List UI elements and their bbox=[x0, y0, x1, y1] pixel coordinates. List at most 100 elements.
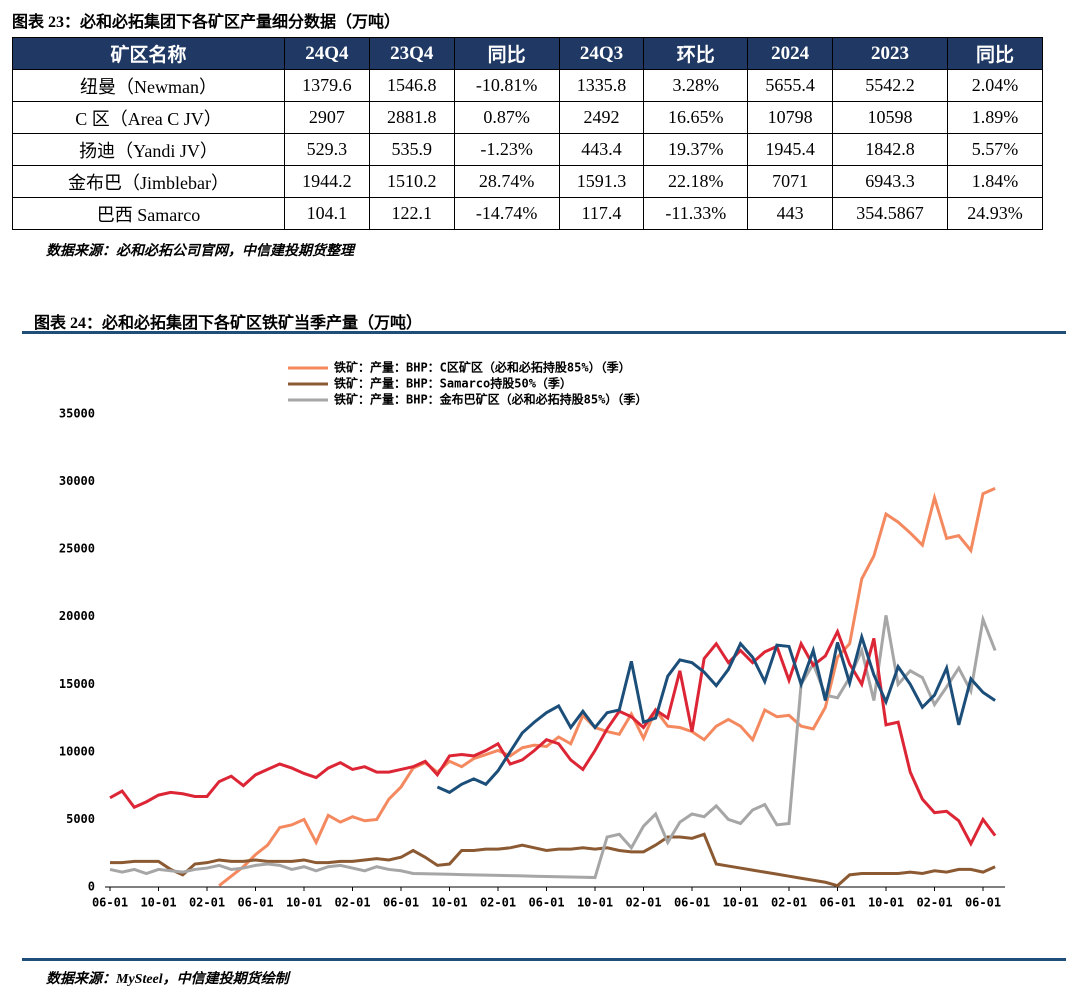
cell: 5655.4 bbox=[747, 69, 833, 102]
header-row: 矿区名称 24Q4 23Q4 同比 24Q3 环比 2024 2023 同比 bbox=[11, 37, 1043, 70]
x-tick-label: 02-01 bbox=[189, 896, 225, 910]
y-tick-label: 10000 bbox=[59, 744, 95, 758]
cell: 443 bbox=[747, 197, 833, 230]
cell: 5.57% bbox=[947, 133, 1043, 166]
header-cell: 23Q4 bbox=[368, 37, 455, 70]
x-tick-label: 06-01 bbox=[965, 896, 1001, 910]
y-tick-label: 15000 bbox=[59, 677, 95, 691]
cell: 117.4 bbox=[558, 197, 645, 230]
cell: 1.84% bbox=[947, 165, 1043, 198]
legend-label: 铁矿：产量：BHP：Samarco持股50%（季） bbox=[334, 376, 572, 391]
header-cell: 同比 bbox=[453, 37, 560, 70]
x-tick-label: 10-01 bbox=[431, 896, 467, 910]
cell: 3.28% bbox=[643, 69, 749, 102]
y-tick-label: 5000 bbox=[66, 812, 95, 826]
cell: 16.65% bbox=[643, 101, 749, 134]
row: 纽曼（Newman） 1379.6 1546.8 -10.81% 1335.8 3.28%… bbox=[11, 69, 1043, 102]
row: 巴西 Samarco 104.1 122.1 -14.74% 117.4 -11.33% 4… bbox=[11, 197, 1043, 230]
header-cell: 2024 bbox=[747, 37, 833, 70]
x-tick-label: 02-01 bbox=[625, 896, 661, 910]
cell: 2881.8 bbox=[368, 101, 455, 134]
x-tick-label: 06-01 bbox=[674, 896, 710, 910]
x-tick-label: 02-01 bbox=[334, 896, 370, 910]
x-tick-label: 02-01 bbox=[771, 896, 807, 910]
series-line bbox=[110, 832, 996, 888]
series-line bbox=[109, 613, 997, 880]
x-tick-label: 06-01 bbox=[819, 896, 855, 910]
cell: 2907 bbox=[284, 101, 370, 134]
header-cell: 环比 bbox=[643, 37, 749, 70]
x-tick-label: 06-01 bbox=[383, 896, 419, 910]
cell: 纽曼（Newman） bbox=[11, 69, 286, 102]
rule bbox=[22, 958, 1066, 961]
rule bbox=[22, 331, 1066, 334]
cell: 529.3 bbox=[284, 133, 370, 166]
x-tick-label: 10-01 bbox=[868, 896, 904, 910]
y-tick-label: 0 bbox=[88, 880, 95, 894]
x-tick-label: 06-01 bbox=[92, 896, 128, 910]
cell: 10598 bbox=[831, 101, 949, 134]
cell: 6943.3 bbox=[831, 165, 949, 198]
x-tick-label: 06-01 bbox=[528, 896, 564, 910]
cell: 1379.6 bbox=[284, 69, 370, 102]
table-title: 图表 23：必和必拓集团下各矿区产量细分数据（万吨） bbox=[12, 14, 401, 31]
x-tick-label: 10-01 bbox=[577, 896, 613, 910]
cell: 443.4 bbox=[558, 133, 645, 166]
x-tick-label: 10-01 bbox=[140, 896, 176, 910]
cell: 1842.8 bbox=[831, 133, 949, 166]
header-cell: 24Q3 bbox=[558, 37, 645, 70]
cell: C 区（Area C JV） bbox=[11, 101, 286, 134]
figure-source: 数据来源：MySteel，中信建投期货绘制 bbox=[46, 972, 289, 987]
header-cell: 矿区名称 bbox=[11, 37, 286, 70]
y-tick-label: 20000 bbox=[59, 609, 95, 623]
x-tick-label: 10-01 bbox=[286, 896, 322, 910]
cell: 1510.2 bbox=[368, 165, 455, 198]
cell: 0.87% bbox=[453, 101, 560, 134]
cell: 104.1 bbox=[284, 197, 370, 230]
cell: 19.37% bbox=[643, 133, 749, 166]
x-tick-label: 06-01 bbox=[237, 896, 273, 910]
cell: 122.1 bbox=[368, 197, 455, 230]
cell: 巴西 Samarco bbox=[11, 197, 286, 230]
table-source: 数据来源：必和必拓公司官网，中信建投期货整理 bbox=[46, 244, 354, 259]
x-tick-label: 10-01 bbox=[722, 896, 758, 910]
y-tick-label: 30000 bbox=[59, 474, 95, 488]
legend-label: 铁矿：产量：BHP：C区矿区（必和必拓持股85%）（季） bbox=[334, 360, 631, 375]
cell: 1945.4 bbox=[747, 133, 833, 166]
chart: 0 5000 10000 15000 20000 25000 30000 35000 06-01… bbox=[59, 360, 1005, 910]
cell: 28.74% bbox=[453, 165, 560, 198]
cell: 2492 bbox=[558, 101, 645, 134]
cell: 1546.8 bbox=[368, 69, 455, 102]
cell: 2.04% bbox=[947, 69, 1043, 102]
cell: 1335.8 bbox=[558, 69, 645, 102]
cell: 24.93% bbox=[947, 197, 1043, 230]
y-tick-label: 25000 bbox=[59, 542, 95, 556]
cell: -10.81% bbox=[453, 69, 560, 102]
cell: 1591.3 bbox=[558, 165, 645, 198]
header-cell: 2023 bbox=[831, 37, 949, 70]
row: C 区（Area C JV） 2907 2881.8 0.87% 2492 16.65% 1… bbox=[11, 101, 1043, 134]
cell: 扬迪（Yandi JV） bbox=[11, 133, 286, 166]
header-cell: 24Q4 bbox=[284, 37, 370, 70]
row: 金布巴（Jimblebar） 1944.2 1510.2 28.74% 1591.3 22… bbox=[11, 165, 1043, 198]
legend-label: 铁矿：产量：BHP：金布巴矿区（必和必拓持股85%）（季） bbox=[334, 392, 647, 407]
cell: -14.74% bbox=[453, 197, 560, 230]
cell: 5542.2 bbox=[831, 69, 949, 102]
cell: 354.5867 bbox=[831, 197, 949, 230]
series-line bbox=[109, 627, 997, 848]
cell: 1944.2 bbox=[284, 165, 370, 198]
cell: 10798 bbox=[747, 101, 833, 134]
cell: 金布巴（Jimblebar） bbox=[11, 165, 286, 198]
cell: -11.33% bbox=[643, 197, 749, 230]
y-tick-label: 35000 bbox=[59, 407, 95, 421]
row: 扬迪（Yandi JV） 529.3 535.9 -1.23% 443.4 19.37% 1… bbox=[11, 133, 1043, 166]
cell: 7071 bbox=[747, 165, 833, 198]
cell: 535.9 bbox=[368, 133, 455, 166]
x-tick-label: 02-01 bbox=[916, 896, 952, 910]
figure-title: 图表 24：必和必拓集团下各矿区铁矿当季产量（万吨） bbox=[34, 315, 423, 332]
header-cell: 同比 bbox=[947, 37, 1043, 70]
table: 矿区名称 24Q4 23Q4 同比 24Q3 环比 2024 2023 同比 纽曼（Newman）… bbox=[11, 37, 1043, 230]
x-tick-label: 02-01 bbox=[480, 896, 516, 910]
cell: -1.23% bbox=[453, 133, 560, 166]
